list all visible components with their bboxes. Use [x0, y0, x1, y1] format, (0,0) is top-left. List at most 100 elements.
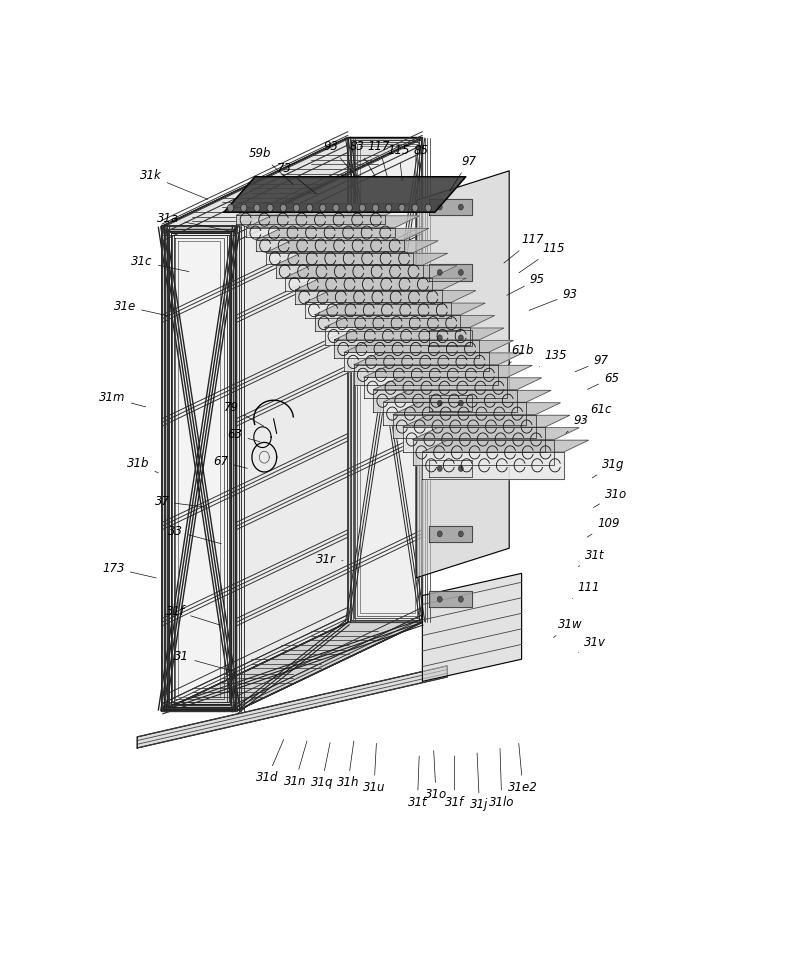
- Polygon shape: [286, 265, 457, 278]
- Polygon shape: [162, 137, 422, 226]
- Polygon shape: [237, 137, 422, 711]
- Text: 135: 135: [539, 349, 567, 367]
- Text: 31e: 31e: [114, 300, 169, 316]
- Polygon shape: [334, 328, 504, 340]
- Text: 115: 115: [387, 144, 410, 181]
- Text: 31t: 31t: [578, 549, 605, 567]
- Circle shape: [254, 204, 260, 211]
- Polygon shape: [413, 439, 554, 465]
- Circle shape: [373, 204, 378, 211]
- Circle shape: [458, 465, 463, 472]
- Circle shape: [458, 269, 463, 276]
- Polygon shape: [138, 666, 447, 748]
- Text: 79: 79: [224, 401, 264, 426]
- Text: 31lo: 31lo: [489, 749, 514, 808]
- Text: 59b: 59b: [249, 147, 294, 185]
- Polygon shape: [266, 241, 438, 253]
- Text: 95: 95: [506, 273, 545, 295]
- Text: 97: 97: [575, 355, 609, 372]
- Polygon shape: [429, 330, 472, 346]
- Polygon shape: [429, 460, 472, 477]
- Circle shape: [438, 400, 442, 407]
- Polygon shape: [364, 378, 507, 398]
- Text: 31m: 31m: [99, 391, 146, 407]
- Text: 31k: 31k: [140, 169, 208, 199]
- Circle shape: [438, 530, 442, 537]
- Circle shape: [386, 204, 392, 211]
- Text: 109: 109: [587, 517, 620, 537]
- Circle shape: [241, 204, 247, 211]
- Circle shape: [438, 334, 442, 341]
- Text: 65: 65: [587, 372, 619, 389]
- Circle shape: [438, 465, 442, 472]
- Polygon shape: [429, 526, 472, 542]
- Circle shape: [438, 204, 442, 210]
- Polygon shape: [275, 265, 422, 278]
- Text: 63: 63: [228, 429, 260, 442]
- Circle shape: [458, 334, 463, 341]
- Polygon shape: [344, 340, 514, 353]
- Polygon shape: [416, 171, 510, 578]
- Polygon shape: [314, 303, 485, 315]
- Polygon shape: [325, 315, 494, 328]
- Text: 31c: 31c: [131, 256, 189, 272]
- Polygon shape: [422, 440, 589, 452]
- Text: 67: 67: [214, 456, 247, 468]
- Circle shape: [359, 204, 366, 211]
- Circle shape: [333, 204, 339, 211]
- Text: 31q: 31q: [310, 743, 334, 789]
- Polygon shape: [393, 414, 535, 438]
- Circle shape: [458, 530, 463, 537]
- Text: 31v: 31v: [578, 635, 606, 653]
- Polygon shape: [237, 215, 386, 224]
- Text: 173: 173: [102, 561, 156, 578]
- Polygon shape: [383, 402, 526, 425]
- Polygon shape: [286, 278, 432, 291]
- Text: 37: 37: [154, 495, 206, 508]
- Polygon shape: [314, 315, 460, 332]
- Text: 31e2: 31e2: [508, 744, 538, 794]
- Text: 33: 33: [168, 525, 222, 544]
- Polygon shape: [354, 365, 498, 384]
- Text: 93: 93: [566, 413, 588, 433]
- Polygon shape: [383, 390, 551, 402]
- Text: 61c: 61c: [583, 404, 612, 421]
- Text: 93: 93: [529, 288, 578, 310]
- Polygon shape: [256, 229, 429, 240]
- Circle shape: [267, 204, 274, 211]
- Text: 31d: 31d: [256, 739, 284, 784]
- Text: 31o: 31o: [594, 487, 627, 507]
- Polygon shape: [305, 290, 476, 303]
- Circle shape: [227, 204, 234, 211]
- Circle shape: [346, 204, 352, 211]
- Polygon shape: [422, 574, 522, 681]
- Polygon shape: [334, 340, 479, 358]
- Text: 31b: 31b: [127, 456, 158, 473]
- Polygon shape: [403, 415, 570, 427]
- Text: 83: 83: [350, 140, 376, 178]
- Text: 31a: 31a: [157, 212, 234, 232]
- Polygon shape: [246, 228, 394, 237]
- Polygon shape: [275, 254, 447, 265]
- Polygon shape: [246, 216, 419, 228]
- Circle shape: [294, 204, 299, 211]
- Circle shape: [398, 204, 405, 211]
- Text: 31u: 31u: [362, 744, 386, 794]
- Polygon shape: [393, 403, 560, 414]
- Polygon shape: [422, 452, 564, 479]
- Circle shape: [412, 204, 418, 211]
- Polygon shape: [325, 328, 470, 345]
- Circle shape: [458, 400, 463, 407]
- Text: 117: 117: [504, 234, 544, 263]
- Polygon shape: [413, 428, 579, 439]
- Circle shape: [438, 596, 442, 603]
- Polygon shape: [429, 199, 472, 215]
- Text: 31j: 31j: [470, 753, 489, 811]
- Polygon shape: [162, 137, 348, 711]
- Polygon shape: [429, 591, 472, 607]
- Text: 31n: 31n: [284, 741, 307, 788]
- Circle shape: [425, 204, 431, 211]
- Text: 31h: 31h: [337, 741, 359, 789]
- Text: 31t: 31t: [408, 756, 427, 808]
- Text: 85: 85: [414, 144, 429, 181]
